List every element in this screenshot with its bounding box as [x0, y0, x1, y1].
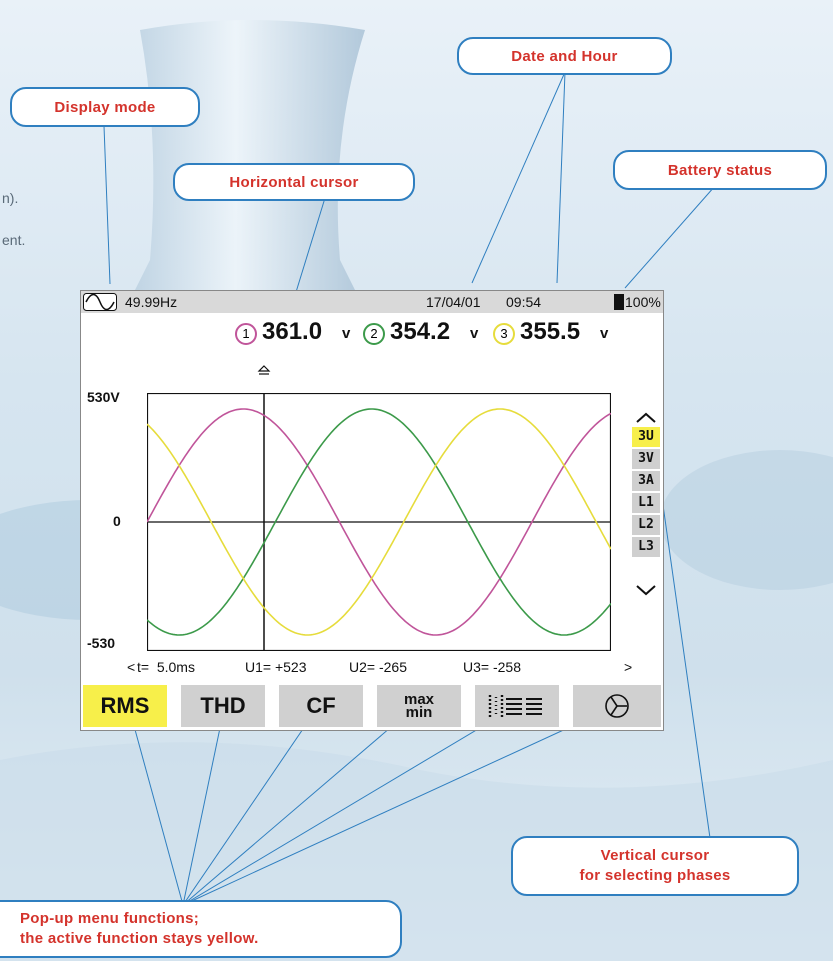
tab-cf[interactable]: CF	[279, 685, 363, 727]
background-text-fragment: n).	[2, 190, 19, 206]
horizontal-cursor-marker-icon[interactable]	[257, 365, 271, 377]
side-menu-l1[interactable]: L1	[632, 493, 660, 513]
y-axis-top-label: 530V	[87, 389, 120, 405]
vertical-cursor-callout: Vertical cursor for selecting phases	[511, 836, 799, 896]
phasor-diagram-icon	[605, 694, 629, 718]
harmonics-bars-icon	[488, 695, 542, 717]
battery-icon	[614, 294, 624, 310]
side-menu-l3[interactable]: L3	[632, 537, 660, 557]
popup-menu-callout-line1: Pop-up menu functions;	[20, 910, 200, 927]
battery-percent: 100%	[625, 294, 661, 310]
tab-thd[interactable]: THD	[181, 685, 265, 727]
phase-1-voltage: 361.0	[262, 318, 323, 345]
y-axis-bottom-label: -530	[87, 635, 116, 651]
popup-menu-callout: Pop-up menu functions; the active functi…	[0, 900, 402, 958]
tab-phasor[interactable]	[573, 685, 661, 727]
phase-3-badge: 3	[493, 323, 515, 345]
phase-2-waveform	[147, 408, 611, 636]
vertical-cursor-callout-line2: for selecting phases	[579, 867, 731, 884]
side-menu-3a[interactable]: 3A	[632, 471, 660, 491]
readout-u2: U2= -265	[349, 659, 407, 675]
readout-time: t= 5.0ms	[137, 659, 195, 675]
phase-3-voltage: 355.5	[520, 318, 581, 345]
popup-menu-callout-line2: the active function stays yellow.	[20, 930, 259, 947]
readout-left-arrow[interactable]: <	[127, 659, 136, 675]
tab-max-min[interactable]: max min	[377, 685, 461, 727]
side-menu-3u[interactable]: 3U	[632, 427, 660, 447]
phase-2-unit: v	[470, 325, 479, 342]
instrument-screen: 49.99Hz 17/04/01 09:54 100% 1 361.0 v 2 …	[80, 290, 664, 731]
horizontal-cursor-callout: Horizontal cursor	[173, 163, 415, 201]
phase-3-waveform	[147, 408, 611, 636]
cursor-readout: < t= 5.0ms U1= +523 U2= -265 U3= -258 >	[81, 659, 663, 679]
phase-1-waveform	[147, 408, 611, 636]
date-and-hour-callout: Date and Hour	[457, 37, 672, 75]
vertical-cursor-callout-line1: Vertical cursor	[600, 847, 710, 864]
tab-min-label: min	[405, 704, 433, 721]
chevron-down-icon[interactable]	[634, 583, 658, 597]
phase-2-badge: 2	[363, 323, 385, 345]
readout-right-arrow[interactable]: >	[624, 659, 633, 675]
side-menu-l2[interactable]: L2	[632, 515, 660, 535]
readout-u3: U3= -258	[463, 659, 521, 675]
background-text-fragment: ent.	[2, 232, 26, 248]
time-readout: 09:54	[506, 294, 542, 310]
sine-wave-display-mode-icon[interactable]	[83, 293, 117, 311]
battery-status-callout: Battery status	[613, 150, 827, 190]
function-tabs: RMS THD CF max min	[81, 685, 663, 727]
status-bar: 49.99Hz 17/04/01 09:54 100%	[81, 291, 663, 313]
display-mode-callout: Display mode	[10, 87, 200, 127]
date-readout: 17/04/01	[426, 294, 481, 310]
y-axis-zero-label: 0	[113, 513, 121, 529]
phase-1-badge: 1	[235, 323, 257, 345]
frequency-readout: 49.99Hz	[125, 294, 178, 310]
phase-1-unit: v	[342, 325, 351, 342]
side-menu-3v[interactable]: 3V	[632, 449, 660, 469]
readout-u1: U1= +523	[245, 659, 307, 675]
tab-rms[interactable]: RMS	[83, 685, 167, 727]
voltage-measurements: 1 361.0 v 2 354.2 v 3 355.5 v	[81, 313, 663, 353]
tab-max-label: max	[403, 691, 435, 708]
phase-3-unit: v	[600, 325, 609, 342]
chevron-up-icon[interactable]	[634, 411, 658, 425]
callout-leader-lines	[103, 71, 716, 906]
tab-harmonics[interactable]	[475, 685, 559, 727]
waveform-plot[interactable]	[147, 393, 611, 651]
phase-2-voltage: 354.2	[390, 318, 451, 345]
